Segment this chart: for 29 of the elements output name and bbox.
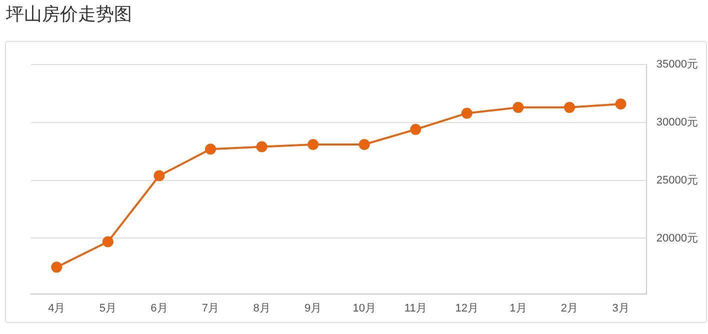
x-tick-label: 12月 [455,302,479,314]
y-tick-label: 35000元 [656,58,698,71]
point [308,138,319,150]
point [102,236,114,248]
x-tick-label: 2月 [560,302,578,314]
point [51,262,62,273]
point [410,124,422,135]
point [154,170,165,182]
chart-title: 坪山房价走势图 [6,3,132,26]
x-tick-label: 3月 [612,302,630,314]
x-tick-label: 4月 [48,302,66,314]
y-tick-label: 25000元 [656,174,698,186]
point [256,141,268,152]
point [512,102,524,113]
x-tick-label: 6月 [150,302,168,314]
y-tick-label: 30000元 [656,116,698,129]
point [461,108,472,119]
point [564,102,575,113]
x-tick-label: 10月 [352,302,376,314]
x-tick-label: 11月 [404,302,427,314]
x-tick-label: 9月 [304,302,322,314]
x-tick-label: 5月 [99,302,116,314]
point [358,138,370,150]
x-tick-label: 1月 [510,302,527,314]
point [204,144,216,155]
point [615,98,626,110]
x-tick-label: 7月 [202,302,220,314]
x-tick-label: 8月 [253,302,270,314]
y-tick-label: 20000元 [656,232,698,244]
